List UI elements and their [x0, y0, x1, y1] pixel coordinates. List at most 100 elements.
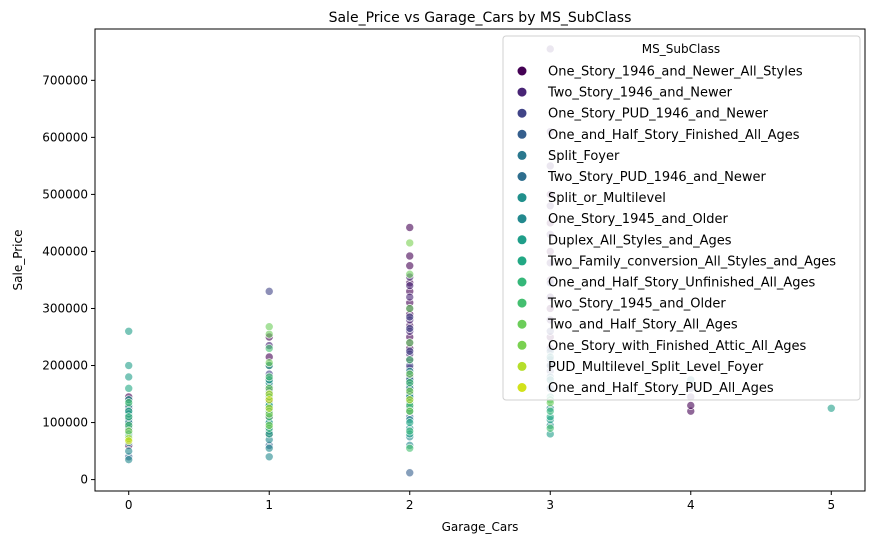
data-point — [264, 452, 274, 462]
y-tick-label: 200000 — [42, 359, 88, 373]
data-point — [405, 395, 415, 405]
data-point — [264, 329, 274, 339]
data-point — [405, 355, 415, 365]
data-point — [405, 386, 415, 396]
legend-label: One_and_Half_Story_PUD_All_Ages — [548, 381, 774, 396]
legend-marker — [517, 235, 527, 245]
y-axis: 0 100000 200000 300000 400000 500000 600000 700… — [42, 73, 95, 487]
legend-marker — [517, 361, 527, 371]
legend-label: PUD_Multilevel_Split_Level_Foyer — [548, 360, 764, 375]
data-point — [124, 372, 134, 382]
data-point — [405, 426, 415, 436]
data-point — [264, 421, 274, 430]
y-tick-label: 500000 — [42, 187, 88, 201]
legend-marker — [517, 87, 527, 97]
legend-marker — [517, 172, 527, 181]
data-point — [405, 378, 415, 387]
data-point — [545, 406, 555, 416]
legend-label: Two_Story_1945_and_Older — [547, 297, 726, 312]
y-tick-label: 600000 — [42, 130, 88, 144]
legend-marker — [517, 298, 527, 308]
legend-label: One_Story_PUD_1946_and_Newer — [548, 107, 769, 122]
data-point — [405, 418, 415, 427]
x-tick-label: 5 — [827, 498, 835, 512]
legend-label: Split_or_Multilevel — [548, 191, 666, 206]
data-point — [124, 326, 134, 336]
legend-label: Two_Story_PUD_1946_and_Newer — [547, 170, 766, 185]
data-point — [124, 446, 134, 456]
legend-label: One_Story_1946_and_Newer_All_Styles — [548, 65, 803, 80]
legend-marker — [517, 129, 527, 139]
legend-marker — [517, 193, 527, 203]
legend-label: One_and_Half_Story_Finished_All_Ages — [548, 128, 800, 143]
x-tick-label: 0 — [125, 498, 133, 512]
legend: MS_SubClass One_Story_1946_and_Newer_All… — [502, 35, 861, 401]
y-tick-label: 0 — [80, 473, 88, 487]
legend-items: One_Story_1946_and_Newer_All_Styles Two_S… — [517, 65, 836, 396]
data-point — [124, 361, 134, 370]
y-axis-label: Sale_Price — [11, 230, 25, 291]
legend-box — [502, 35, 861, 401]
x-tick-label: 1 — [265, 498, 273, 512]
data-point — [124, 398, 134, 407]
y-tick-label: 100000 — [42, 416, 88, 430]
data-point — [264, 358, 274, 367]
data-point — [405, 312, 415, 322]
x-tick-label: 3 — [546, 498, 554, 512]
data-point — [124, 426, 134, 436]
data-point — [124, 436, 134, 446]
data-point — [405, 338, 415, 348]
legend-label: Two_Story_1946_and_Newer — [547, 86, 733, 101]
x-axis-label: Garage_Cars — [442, 520, 519, 534]
data-point — [545, 423, 555, 433]
data-point — [124, 455, 134, 464]
data-point — [124, 384, 134, 393]
legend-label: One_and_Half_Story_Unfinished_All_Ages — [548, 276, 816, 291]
y-tick-label: 700000 — [42, 73, 88, 87]
legend-marker — [517, 256, 527, 266]
legend-marker — [517, 150, 527, 160]
x-axis: 0 1 2 3 4 5 — [125, 491, 835, 512]
data-point — [264, 287, 274, 296]
legend-label: Split_Foyer — [548, 149, 620, 164]
data-point — [405, 468, 415, 478]
data-point — [264, 322, 274, 332]
data-point — [264, 395, 274, 405]
data-point — [405, 281, 415, 290]
legend-label: Two_and_Half_Story_All_Ages — [547, 318, 738, 333]
data-point — [686, 401, 696, 410]
data-point — [405, 292, 415, 302]
data-point — [405, 443, 415, 453]
legend-marker — [517, 319, 527, 329]
data-point — [405, 369, 415, 379]
legend-marker — [517, 383, 527, 392]
plot-frame — [94, 28, 866, 492]
legend-label: Two_Family_conversion_All_Styles_and_Age… — [547, 254, 836, 269]
data-point — [264, 344, 274, 353]
legend-marker — [517, 340, 527, 350]
data-point — [405, 251, 415, 261]
data-point — [405, 324, 415, 333]
data-point — [826, 403, 836, 413]
data-point — [405, 346, 415, 356]
x-tick-label: 4 — [687, 498, 695, 512]
data-point — [405, 269, 415, 279]
data-point — [264, 443, 274, 453]
data-point — [405, 304, 415, 313]
chart-title: Sale_Price vs Garage_Cars by MS_SubClass — [329, 10, 632, 26]
legend-label: One_Story_1945_and_Older — [548, 212, 728, 227]
data-point — [405, 261, 415, 271]
data-point — [405, 406, 415, 416]
y-tick-label: 400000 — [42, 244, 88, 258]
data-point — [405, 238, 415, 248]
legend-label: One_Story_with_Finished_Attic_All_Ages — [548, 339, 807, 354]
legend-marker — [517, 108, 527, 118]
data-point — [405, 223, 415, 232]
legend-marker — [517, 66, 527, 76]
data-point — [124, 412, 134, 422]
x-tick-label: 2 — [406, 498, 414, 512]
legend-marker — [517, 214, 527, 224]
legend-marker — [517, 277, 527, 287]
